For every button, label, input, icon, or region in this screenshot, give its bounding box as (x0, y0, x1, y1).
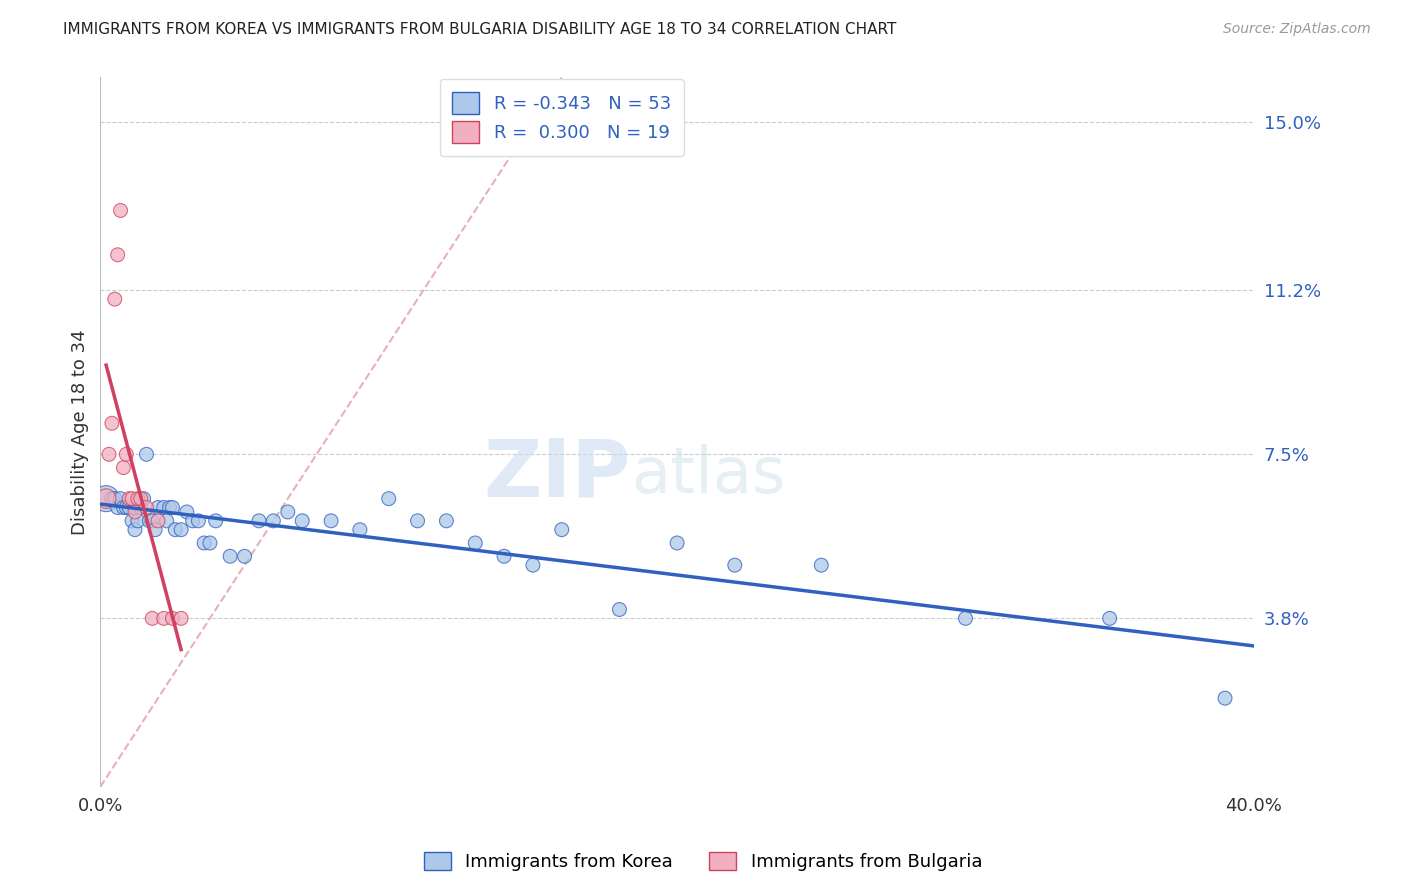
Point (522, 558, 544, 573)
Point (112, 500, 135, 515)
Point (129, 491, 152, 506)
Point (349, 523, 371, 537)
Point (319, 514, 342, 528)
Point (810, 558, 832, 573)
Point (94, 491, 117, 506)
Point (141, 611, 163, 625)
Point (377, 491, 399, 506)
Point (666, 536, 689, 550)
Point (152, 611, 174, 625)
Point (104, 491, 127, 506)
Point (101, 491, 124, 506)
Point (955, 611, 977, 625)
Point (609, 602, 631, 616)
Point (162, 500, 184, 515)
Point (135, 500, 157, 515)
Point (143, 523, 166, 537)
Point (118, 500, 141, 515)
Point (115, 447, 138, 461)
Point (152, 500, 174, 515)
Point (110, 203, 132, 218)
Point (129, 500, 152, 515)
Point (1098, 611, 1121, 625)
Point (138, 514, 160, 528)
Point (181, 514, 204, 528)
Point (124, 523, 146, 537)
Point (262, 514, 284, 528)
Point (162, 611, 184, 625)
Point (176, 505, 198, 519)
Point (165, 523, 187, 537)
Y-axis label: Disability Age 18 to 34: Disability Age 18 to 34 (72, 329, 89, 535)
Point (551, 523, 574, 537)
Point (464, 536, 486, 550)
Point (156, 514, 179, 528)
Point (141, 514, 163, 528)
Point (724, 558, 747, 573)
Point (124, 500, 146, 515)
Point (132, 491, 155, 506)
Point (170, 523, 193, 537)
Point (277, 505, 299, 519)
Text: Source: ZipAtlas.com: Source: ZipAtlas.com (1223, 22, 1371, 37)
Point (219, 549, 242, 564)
Point (104, 292, 127, 306)
Point (121, 491, 143, 506)
Point (118, 491, 141, 506)
Point (124, 505, 146, 519)
Point (135, 447, 157, 461)
Point (187, 514, 209, 528)
Text: ZIP: ZIP (484, 435, 631, 514)
Point (110, 491, 132, 506)
Point (406, 514, 429, 528)
Point (101, 417, 124, 431)
Point (170, 611, 193, 625)
Text: atlas: atlas (631, 443, 786, 506)
Point (146, 500, 169, 515)
Point (98, 447, 121, 461)
Point (247, 514, 270, 528)
Point (159, 500, 181, 515)
Point (291, 514, 314, 528)
Point (112, 460, 135, 475)
Text: IMMIGRANTS FROM KOREA VS IMMIGRANTS FROM BULGARIA DISABILITY AGE 18 TO 34 CORREL: IMMIGRANTS FROM KOREA VS IMMIGRANTS FROM… (63, 22, 897, 37)
Point (434, 514, 457, 528)
Point (127, 491, 149, 506)
Point (198, 536, 221, 550)
Point (94, 491, 117, 506)
Point (127, 514, 149, 528)
Point (121, 514, 143, 528)
Legend: Immigrants from Korea, Immigrants from Bulgaria: Immigrants from Korea, Immigrants from B… (416, 845, 990, 879)
Point (193, 536, 215, 550)
Point (115, 500, 138, 515)
Point (1213, 691, 1236, 706)
Point (146, 514, 169, 528)
Point (107, 248, 129, 262)
Point (494, 549, 516, 564)
Point (233, 549, 256, 564)
Point (204, 514, 226, 528)
Point (107, 500, 129, 515)
Legend: R = -0.343   N = 53, R =  0.300   N = 19: R = -0.343 N = 53, R = 0.300 N = 19 (440, 79, 683, 156)
